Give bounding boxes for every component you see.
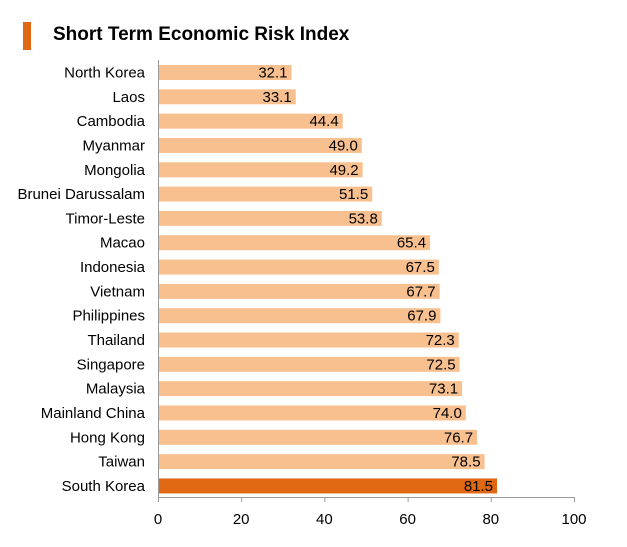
- x-tick-label: 0: [154, 511, 162, 528]
- category-label: South Korea: [62, 478, 146, 495]
- category-label: Myanmar: [82, 137, 145, 154]
- bar-singapore: [159, 356, 460, 372]
- bar-hong-kong: [159, 429, 478, 445]
- category-label: Cambodia: [77, 113, 146, 130]
- category-label: Macao: [100, 235, 145, 252]
- value-label: 72.5: [426, 356, 455, 373]
- value-label: 65.4: [397, 235, 426, 252]
- x-tick-label: 40: [316, 511, 333, 528]
- value-label: 49.2: [329, 162, 358, 179]
- bar-myanmar: [159, 137, 362, 153]
- category-label: Timor-Leste: [66, 210, 145, 227]
- value-label: 49.0: [329, 137, 358, 154]
- bar-mongolia: [159, 162, 363, 178]
- category-label: Taiwan: [98, 454, 145, 471]
- value-label: 73.1: [429, 381, 458, 398]
- value-label: 72.3: [426, 332, 455, 349]
- bar-macao: [159, 235, 431, 251]
- value-label: 81.5: [464, 478, 493, 495]
- category-label: Vietnam: [90, 283, 145, 300]
- bar-brunei-darussalam: [159, 186, 373, 202]
- x-tick-label: 20: [233, 511, 250, 528]
- value-label: 67.7: [406, 283, 435, 300]
- bar-vietnam: [159, 283, 440, 299]
- x-tick-label: 80: [482, 511, 499, 528]
- bar-south-korea: [159, 478, 498, 494]
- bar-philippines: [159, 308, 441, 324]
- chart-title: Short Term Economic Risk Index: [53, 24, 350, 45]
- title-accent-bar: [23, 22, 31, 50]
- value-label: 67.5: [406, 259, 435, 276]
- category-label: Philippines: [72, 308, 145, 325]
- category-label: Thailand: [87, 332, 145, 349]
- bar-timor-leste: [159, 210, 382, 226]
- bar-north-korea: [159, 65, 292, 80]
- value-label: 33.1: [262, 89, 291, 106]
- x-tick-label: 100: [561, 511, 586, 528]
- category-label: Laos: [112, 89, 145, 106]
- category-label: Indonesia: [80, 259, 146, 276]
- category-label: Malaysia: [86, 381, 146, 398]
- value-label: 32.1: [258, 65, 287, 82]
- bar-laos: [159, 89, 296, 105]
- bar-malaysia: [159, 381, 463, 397]
- category-label: Mainland China: [41, 405, 146, 422]
- category-label: Singapore: [77, 356, 145, 373]
- bar-cambodia: [159, 113, 343, 129]
- value-label: 78.5: [451, 454, 480, 471]
- category-label: Hong Kong: [70, 429, 145, 446]
- value-label: 44.4: [309, 113, 338, 130]
- bar-thailand: [159, 332, 459, 348]
- x-tick-label: 60: [399, 511, 416, 528]
- bar-indonesia: [159, 259, 439, 275]
- category-label: Brunei Darussalam: [17, 186, 145, 203]
- bar-mainland-china: [159, 405, 466, 421]
- category-label: North Korea: [64, 65, 146, 82]
- value-label: 76.7: [444, 429, 473, 446]
- value-label: 51.5: [339, 186, 368, 203]
- value-label: 74.0: [433, 405, 462, 422]
- bar-taiwan: [159, 454, 485, 470]
- value-label: 67.9: [407, 308, 436, 325]
- category-label: Mongolia: [84, 162, 146, 179]
- value-label: 53.8: [349, 210, 378, 227]
